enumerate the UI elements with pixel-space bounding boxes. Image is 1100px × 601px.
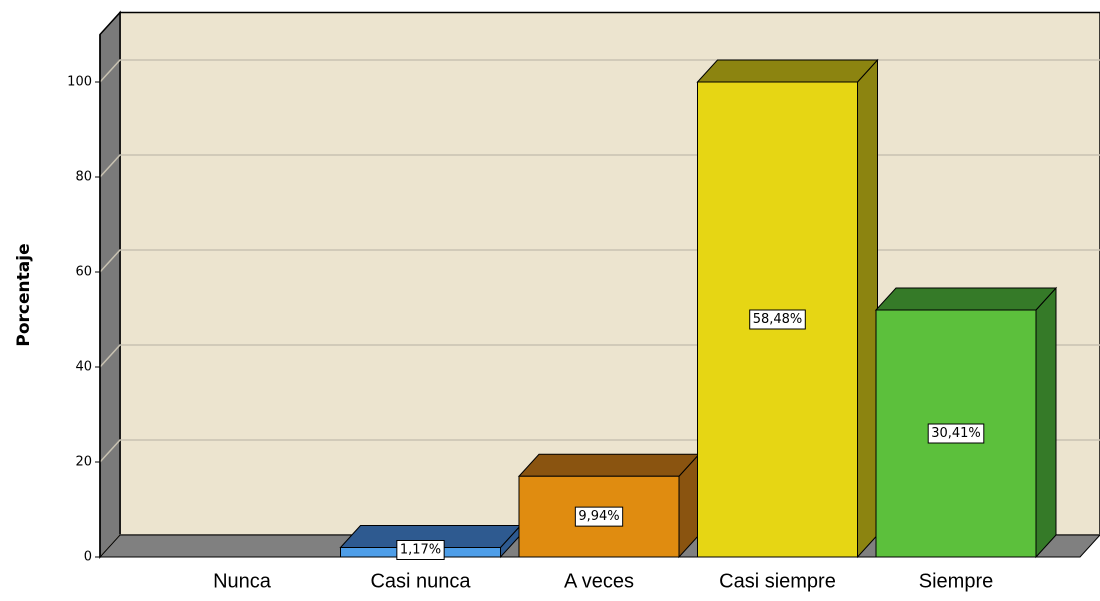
data-label: 58,48% <box>753 312 803 327</box>
bar-top <box>517 453 701 477</box>
data-label-box <box>749 309 806 330</box>
x-tick-label: Casi nunca <box>370 570 471 592</box>
data-label: 9,94% <box>578 509 619 524</box>
data-label-box <box>927 423 985 444</box>
x-tick-label: Casi siempre <box>719 570 836 592</box>
x-tick-label: Nunca <box>213 570 272 592</box>
y-tick-label: 80 <box>75 170 92 185</box>
data-label: 30,41% <box>931 426 981 441</box>
y-tick-label: 60 <box>75 265 92 280</box>
data-label-box <box>396 540 445 560</box>
data-label-box <box>574 506 624 527</box>
y-tick-label: 40 <box>75 360 92 375</box>
data-label: 1,17% <box>400 543 441 558</box>
bar-top <box>874 287 1058 311</box>
y-tick-label: 20 <box>75 455 92 470</box>
bar-top <box>696 59 879 83</box>
x-tick-label: Siempre <box>919 570 993 592</box>
y-tick-label: 0 <box>84 550 92 565</box>
y-axis-label: Porcentaje <box>14 243 34 346</box>
left-wall <box>99 10 121 559</box>
bar-side <box>1035 286 1057 559</box>
x-tick-label: A veces <box>564 570 634 592</box>
y-tick-label: 100 <box>67 75 92 90</box>
bar-side <box>857 58 878 559</box>
